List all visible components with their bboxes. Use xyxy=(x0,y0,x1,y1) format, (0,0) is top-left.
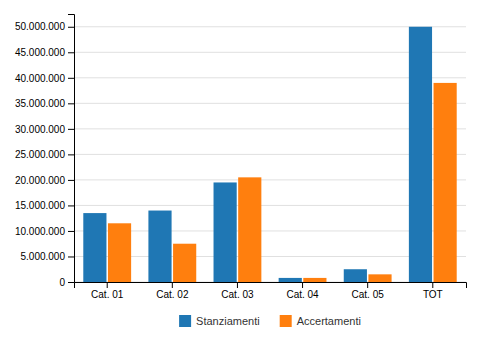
tick-label: 5.000.000 xyxy=(21,251,66,262)
grid-line xyxy=(74,256,466,257)
tick-mark xyxy=(107,282,108,288)
grid-line xyxy=(74,77,466,78)
tick: Cat. 03 xyxy=(221,282,254,300)
chart-container: 0 5.000.000 10.000.000 15.000.000 20.000.000… xyxy=(0,0,480,340)
grid-line xyxy=(74,205,466,206)
tick-mark xyxy=(172,282,173,288)
tick-label: 25.000.000 xyxy=(15,149,65,160)
bar xyxy=(409,27,432,282)
legend-swatch xyxy=(280,315,292,327)
bar xyxy=(173,244,196,282)
tick: 30.000.000 xyxy=(15,124,74,135)
bar xyxy=(238,177,261,282)
grid-line xyxy=(74,230,466,231)
tick-label: 10.000.000 xyxy=(15,226,65,237)
tick-label: 35.000.000 xyxy=(15,98,65,109)
tick-mark xyxy=(68,282,74,283)
plot-area: 0 5.000.000 10.000.000 15.000.000 20.000.000… xyxy=(15,15,467,301)
grid-line xyxy=(74,179,466,180)
tick: TOT xyxy=(423,282,443,300)
tick-label: Cat. 02 xyxy=(156,289,189,300)
tick-label: 30.000.000 xyxy=(15,124,65,135)
bar-series xyxy=(83,27,432,282)
legend-label: Accertamenti xyxy=(297,315,361,327)
tick-mark xyxy=(68,154,74,155)
tick: 50.000.000 xyxy=(15,21,74,32)
tick-label: 15.000.000 xyxy=(15,200,65,211)
grid-line xyxy=(74,26,466,27)
tick-mark xyxy=(68,256,74,257)
tick-label: 45.000.000 xyxy=(15,47,65,58)
bar xyxy=(148,211,171,282)
bar xyxy=(303,278,326,282)
grid-line xyxy=(74,52,466,53)
tick-mark xyxy=(432,282,433,288)
tick-label: Cat. 01 xyxy=(91,289,124,300)
tick-mark xyxy=(68,52,74,53)
tick-mark xyxy=(68,129,74,130)
tick-mark xyxy=(367,282,368,288)
tick-label: 20.000.000 xyxy=(15,175,65,186)
tick: 15.000.000 xyxy=(15,200,74,211)
tick-label: Cat. 05 xyxy=(352,289,385,300)
grid-line xyxy=(74,128,466,129)
tick: 0 xyxy=(59,277,74,288)
tick-label: 40.000.000 xyxy=(15,73,65,84)
bar xyxy=(83,213,106,282)
grid xyxy=(74,27,466,282)
tick-mark xyxy=(68,231,74,232)
bar xyxy=(434,83,457,282)
bar xyxy=(214,182,237,282)
tick: Cat. 02 xyxy=(156,282,189,300)
grid-line xyxy=(74,103,466,104)
grid-line xyxy=(74,154,466,155)
tick: 45.000.000 xyxy=(15,47,74,58)
axis-line xyxy=(75,283,467,289)
tick: Cat. 04 xyxy=(286,282,319,300)
tick-label: TOT xyxy=(423,289,443,300)
bar xyxy=(344,269,367,282)
tick: Cat. 01 xyxy=(91,282,124,300)
tick: 10.000.000 xyxy=(15,226,74,237)
tick: 5.000.000 xyxy=(21,251,75,262)
chart-svg: 0 5.000.000 10.000.000 15.000.000 20.000.000… xyxy=(0,0,480,340)
bars xyxy=(83,27,456,282)
axis-line xyxy=(68,15,75,283)
bar xyxy=(108,223,131,282)
tick-mark xyxy=(68,180,74,181)
tick: 20.000.000 xyxy=(15,175,74,186)
tick-label: Cat. 03 xyxy=(221,289,254,300)
tick-label: Cat. 04 xyxy=(286,289,319,300)
tick-mark xyxy=(68,103,74,104)
legend-swatch xyxy=(179,315,191,327)
tick: 35.000.000 xyxy=(15,98,74,109)
tick-label: 50.000.000 xyxy=(15,21,65,32)
legend-label: Stanziamenti xyxy=(196,315,260,327)
bar-series xyxy=(108,83,457,282)
bar xyxy=(279,278,302,282)
legend-item: Accertamenti xyxy=(280,315,361,327)
x-axis: Cat. 01 Cat. 02 Cat. 03 Cat. 04 Cat. 05 TOT xyxy=(75,282,467,300)
tick-mark xyxy=(237,282,238,288)
tick: Cat. 05 xyxy=(352,282,385,300)
tick: 25.000.000 xyxy=(15,149,74,160)
tick-mark xyxy=(68,27,74,28)
tick-mark xyxy=(68,78,74,79)
bar xyxy=(368,274,391,282)
legend-item: Stanziamenti xyxy=(179,315,260,327)
tick-label: 0 xyxy=(59,277,65,288)
tick: 40.000.000 xyxy=(15,73,74,84)
tick-mark xyxy=(302,282,303,288)
legend: Stanziamenti Accertamenti xyxy=(179,315,361,327)
y-axis: 0 5.000.000 10.000.000 15.000.000 20.000.000… xyxy=(15,15,75,288)
tick-mark xyxy=(68,205,74,206)
